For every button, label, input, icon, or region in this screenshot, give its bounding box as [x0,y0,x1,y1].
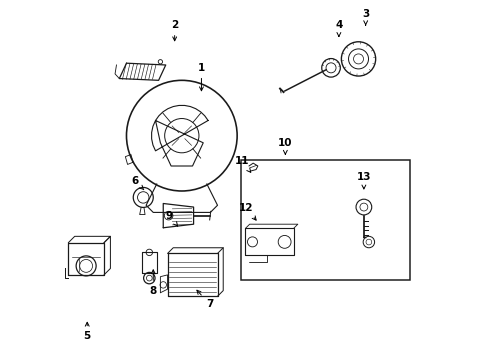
Text: 13: 13 [356,172,370,189]
Text: 1: 1 [197,63,205,91]
Bar [240,160,409,280]
Text: 12: 12 [238,203,256,220]
Text: 9: 9 [166,211,177,226]
Text: 3: 3 [361,9,368,25]
Text: 4: 4 [334,20,342,36]
Text: 11: 11 [234,156,250,172]
Text: 5: 5 [83,322,91,341]
Text: 7: 7 [197,290,213,309]
Text: 2: 2 [171,20,178,41]
Text: 10: 10 [277,138,292,154]
Text: 8: 8 [150,270,156,296]
Text: 6: 6 [132,176,144,190]
